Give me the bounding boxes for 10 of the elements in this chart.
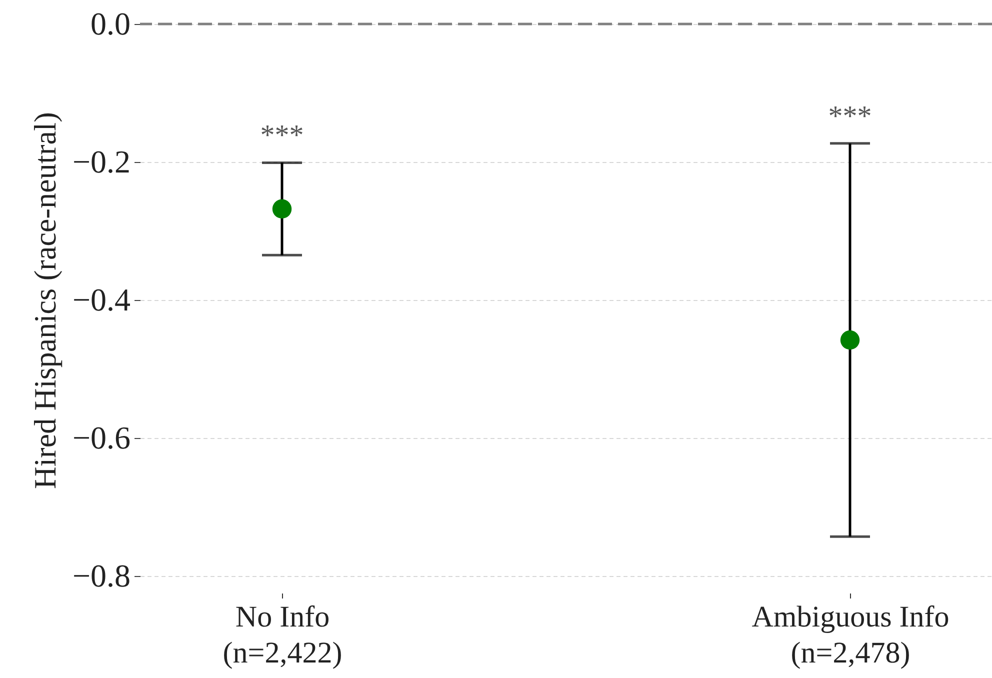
y-tick-label: 0.0 [90,6,130,42]
x-tick-label: No Info (n=2,422) [222,600,342,670]
annotation: *** [260,120,304,152]
y-tick-label: −0.2 [72,144,130,180]
x-tick-label: Ambiguous Info (n=2,478) [752,600,950,670]
y-tick-label: −0.4 [72,282,130,318]
annotation: *** [828,100,872,132]
y-tick-label: −0.6 [72,420,130,456]
y-axis-title: Hired Hispanics (race-neutral) [27,112,62,489]
y-tick-label: −0.8 [72,558,130,594]
